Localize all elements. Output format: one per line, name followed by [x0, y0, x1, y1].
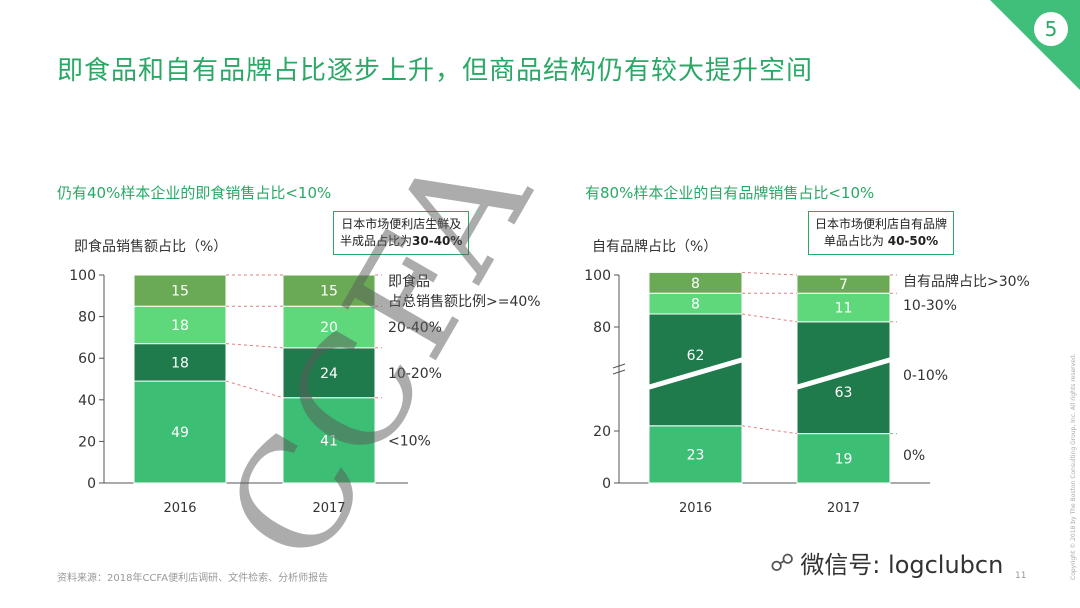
- right-y-axis-label: 自有品牌占比（%）: [592, 239, 718, 255]
- left-note-line2-bold: 30-40%: [412, 234, 463, 248]
- left-connector-line: [225, 343, 284, 349]
- left-bar-segment: [133, 274, 227, 307]
- left-y-tick-label: 0: [87, 476, 96, 492]
- right-bar-break-mark: [645, 356, 746, 391]
- left-legend-label: <10%: [388, 433, 431, 449]
- right-bar-segment: [796, 321, 891, 435]
- wechat-text: 微信号: logclubcn: [800, 551, 1004, 579]
- left-bar-value-label: 15: [171, 284, 189, 300]
- left-bar-segment: [282, 274, 376, 307]
- left-y-tick-label: 80: [78, 310, 96, 326]
- left-bar-value-label: 18: [171, 355, 189, 371]
- right-note-line2: 单品占比为 40-50%: [815, 233, 947, 250]
- left-y-tick-label: 100: [69, 268, 96, 284]
- right-connector-line: [741, 271, 798, 276]
- left-note-line1: 日本市场便利店生鲜及: [341, 217, 462, 231]
- right-legend-label: 10-30%: [903, 298, 957, 314]
- left-legend-label: 10-20%: [388, 366, 442, 382]
- left-note-line2: 半成品占比为30-40%: [340, 233, 462, 250]
- left-bar-segment: [133, 305, 227, 345]
- right-note-line2-bold: 40-50%: [887, 234, 939, 248]
- left-x-tick-label: 2017: [312, 501, 345, 516]
- left-y-tick-label: 40: [78, 393, 96, 409]
- right-bar-value-label: 19: [835, 451, 853, 467]
- right-y-tick-label: 80: [593, 320, 611, 336]
- right-y-tick-label: 20: [593, 424, 611, 440]
- right-japan-note-box: 日本市场便利店自有品牌 单品占比为 40-50%: [808, 211, 955, 255]
- left-bar-segment: [282, 397, 376, 484]
- right-bar-value-label: 63: [835, 385, 853, 401]
- left-connector-line: [225, 380, 284, 399]
- left-bar-value-label: 41: [320, 433, 338, 449]
- right-bar-break-mark: [793, 356, 894, 391]
- wechat-id: ☍ 微信号: logclubcn: [770, 545, 1003, 580]
- wechat-icon: ☍: [770, 548, 795, 577]
- right-legend-label: 0-10%: [903, 368, 948, 384]
- right-axis-break-mark: [612, 363, 626, 369]
- left-x-tick-label: 2016: [163, 501, 196, 516]
- right-bar-segment: [648, 313, 743, 427]
- left-bar-value-label: 20: [320, 320, 338, 336]
- right-axis-break-mark: [612, 369, 626, 375]
- page-title: 即食品和自有品牌占比逐步上升，但商品结构仍有较大提升空间: [57, 56, 814, 86]
- right-x-tick-label: 2016: [679, 501, 712, 516]
- right-bar-segment: [796, 433, 891, 484]
- right-bar-segment: [796, 292, 891, 323]
- left-y-tick-label: 20: [78, 434, 96, 450]
- right-connector-line: [741, 425, 798, 435]
- right-chart-subtitle: 有80%样本企业的自有品牌销售占比<10%: [585, 184, 875, 202]
- left-bar-value-label: 24: [320, 366, 338, 382]
- right-bar-value-label: 7: [839, 277, 848, 293]
- source-note: 资料来源：2018年CCFA便利店调研、文件检索、分析师报告: [57, 573, 329, 584]
- right-bar-value-label: 11: [835, 301, 853, 317]
- right-y-tick-label: 100: [584, 268, 611, 284]
- right-legend-label: 自有品牌占比>30%: [903, 273, 1030, 290]
- left-bar-value-label: 15: [320, 284, 338, 300]
- page-index: 11: [1015, 571, 1027, 581]
- right-note-line2-text: 单品占比为: [823, 234, 888, 248]
- left-chart-subtitle: 仍有40%样本企业的即食销售占比<10%: [57, 184, 332, 202]
- page-number-badge: 5: [1034, 12, 1068, 46]
- copyright-note: Copyright © 2018 by The Boston Consultin…: [1070, 353, 1077, 580]
- left-legend-label: 占总销售额比例>=40%: [388, 294, 541, 310]
- left-note-line2-text: 半成品占比为: [340, 234, 413, 248]
- left-bar-segment: [282, 305, 376, 349]
- right-x-tick-label: 2017: [827, 501, 860, 516]
- right-bar-segment: [796, 274, 891, 294]
- left-y-tick-label: 60: [78, 351, 96, 367]
- left-bar-value-label: 18: [171, 318, 189, 334]
- right-legend-label: 0%: [903, 448, 925, 464]
- right-bar-value-label: 23: [687, 447, 705, 463]
- left-japan-note-box: 日本市场便利店生鲜及 半成品占比为30-40%: [333, 211, 470, 255]
- left-legend-label: 20-40%: [388, 320, 442, 336]
- right-bar-value-label: 8: [691, 297, 700, 313]
- right-note-line1: 日本市场便利店自有品牌: [815, 217, 948, 231]
- left-bar-value-label: 49: [171, 425, 189, 441]
- right-connector-line: [741, 313, 798, 323]
- left-legend-label: 即食品: [388, 273, 430, 290]
- corner-triangle: [990, 0, 1080, 90]
- right-bar-value-label: 62: [687, 348, 705, 364]
- left-y-axis-label: 即食品销售额占比（%）: [74, 239, 228, 255]
- right-y-tick-label: 0: [602, 476, 611, 492]
- right-bar-value-label: 8: [691, 276, 700, 292]
- right-bar-segment: [648, 271, 743, 294]
- left-bar-segment: [133, 380, 227, 484]
